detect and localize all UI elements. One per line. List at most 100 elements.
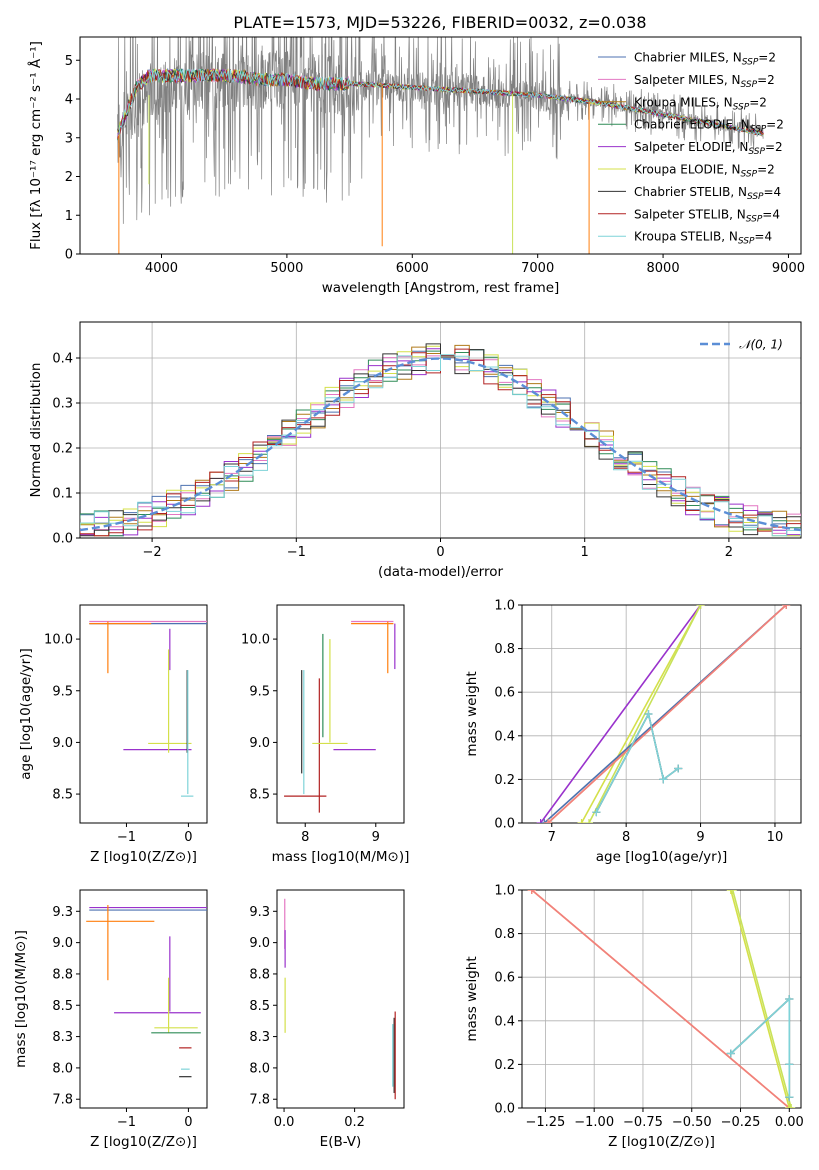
x-tick-label: 0.2: [344, 1115, 365, 1130]
residual-plot-area: [80, 343, 801, 537]
legend-label: Kroupa MILES, NSSP=2: [634, 95, 767, 112]
y-tick-label: 3: [65, 131, 73, 146]
y-tick-label: 9.5: [249, 684, 270, 699]
y-tick-label: 0.2: [494, 773, 515, 788]
weight-marker: [785, 995, 794, 1003]
x-tick-label: −0.25: [721, 1115, 761, 1130]
weight-line: [539, 605, 702, 823]
x-axis-label: (data-model)/error: [378, 564, 504, 580]
spectrum-model-line: [117, 68, 764, 137]
weight-marker: [584, 819, 593, 823]
y-tick-label: 0.4: [494, 729, 515, 744]
y-axis-label: Flux [fλ 10⁻¹⁷ erg cm⁻² s⁻¹ Å⁻¹]: [27, 41, 44, 250]
legend-label: Chabrier STELIB, NSSP=4: [634, 185, 781, 202]
residuals-panel: −2 −1 0 1 2 0.0 0.1 0.2 0.3 0.4 (data-model)/error…: [28, 321, 802, 580]
y-tick-label: 9.0: [249, 736, 270, 751]
mass-vs-metallicity-panel: −1 0 7.8 8.0 8.3 8.5 8.8 9.0 9.3 Z [log10(Z/Z⊙)] m…: [13, 889, 208, 1150]
x-tick-label: 7000: [521, 261, 554, 276]
y-axis-label: Normed distribution: [28, 363, 44, 498]
y-tick-label: 7.8: [52, 1093, 73, 1108]
weight-marker: [544, 819, 553, 823]
spectrum-data-line: [117, 37, 764, 224]
y-tick-label: 0.6: [494, 971, 515, 986]
y-tick-label: 0.4: [52, 352, 73, 367]
x-tick-label: −2: [143, 545, 162, 560]
x-tick-label: 1: [581, 545, 589, 560]
y-tick-label: 8.8: [249, 967, 270, 982]
weight-marker: [785, 1060, 794, 1069]
weight-line: [547, 605, 787, 823]
x-tick-label: −0.75: [623, 1115, 663, 1130]
weight-marker: [659, 775, 668, 784]
x-axis-label: Z [log10(Z/Z⊙)]: [608, 1134, 715, 1150]
weight-marker: [726, 890, 735, 894]
x-tick-label: 8: [301, 830, 309, 845]
errorbar-plot-area: [86, 905, 207, 1078]
legend-label: Chabrier ELODIE, NSSP=2: [634, 118, 784, 135]
axes-frame: [79, 889, 208, 1109]
x-tick-label: −1.00: [574, 1115, 614, 1130]
x-axis-label: age [log10(age/yr)]: [596, 849, 728, 865]
y-tick-label: 10.0: [44, 633, 73, 648]
x-tick-label: 2: [725, 545, 733, 560]
normal-reference-curve: [80, 357, 801, 532]
weight-marker: [592, 808, 601, 817]
x-tick-label: 4000: [145, 261, 178, 276]
x-tick-label: −1: [287, 545, 306, 560]
y-tick-label: 1.0: [494, 884, 515, 899]
x-tick-label: −1: [117, 1115, 136, 1130]
weight-marker: [787, 1104, 796, 1108]
age-vs-metallicity-panel: −1 0 8.5 9.0 9.5 10.0 Z [log10(Z/Z⊙)] age [log1…: [18, 604, 208, 865]
weight-marker: [728, 890, 737, 894]
y-tick-label: 0.1: [52, 487, 73, 502]
weight-marker: [782, 605, 791, 609]
x-axis-label: E(B-V): [320, 1134, 362, 1150]
x-tick-label: 9000: [772, 261, 805, 276]
legend-label: Kroupa STELIB, NSSP=4: [634, 230, 772, 247]
legend-label: Salpeter STELIB, NSSP=4: [634, 207, 780, 224]
y-tick-label: 1.0: [494, 599, 515, 614]
x-axis-label: mass [log10(M/M⊙)]: [272, 849, 410, 865]
y-axis-label: mass weight: [464, 956, 480, 1041]
weight-marker: [644, 710, 653, 718]
y-tick-label: 8.3: [249, 1030, 270, 1045]
y-tick-label: 5: [65, 54, 73, 69]
x-tick-label: 0.00: [775, 1115, 804, 1130]
legend-label: Chabrier MILES, NSSP=2: [634, 51, 776, 68]
y-axis-label: mass [log10(M/M⊙)]: [13, 930, 29, 1068]
mass-vs-extinction-panel: 0.0 0.2 7.8 8.0 8.3 8.5 8.8 9.0 9.3 E(B-V): [249, 889, 405, 1150]
y-tick-label: 10.0: [241, 633, 270, 648]
weight-marker: [540, 819, 549, 823]
axes-frame: [276, 889, 405, 1109]
y-tick-label: 8.0: [249, 1061, 270, 1076]
errorbar-plot-area: [284, 898, 396, 1100]
weight-vs-metallicity-panel: −1.25 −1.00 −0.75 −0.50 −0.25 0.00 0.0 0.2 0.4 0.…: [464, 884, 804, 1151]
y-tick-label: 0.3: [52, 397, 73, 412]
y-tick-label: 0.6: [494, 686, 515, 701]
y-tick-label: 9.3: [52, 905, 73, 920]
weight-marker: [785, 1093, 794, 1102]
weight-line: [730, 997, 791, 1098]
y-tick-label: 8.3: [52, 1030, 73, 1045]
weight-line: [730, 890, 791, 1108]
errorbar-plot-area: [89, 620, 207, 797]
x-tick-label: 0: [184, 1115, 192, 1130]
y-tick-label: 9.3: [249, 905, 270, 920]
x-tick-label: 10: [767, 830, 784, 845]
weight-marker: [785, 1104, 794, 1108]
x-tick-label: −1.25: [525, 1115, 565, 1130]
axes-frame: [276, 604, 405, 824]
y-tick-label: 8.5: [52, 999, 73, 1014]
y-tick-label: 9.0: [52, 736, 73, 751]
x-tick-label: 8000: [647, 261, 680, 276]
y-tick-label: 0.8: [494, 642, 515, 657]
weight-line: [595, 711, 679, 813]
y-tick-label: 7.8: [249, 1093, 270, 1108]
x-tick-label: 7: [548, 830, 556, 845]
weight-line: [531, 890, 790, 1108]
y-tick-label: 9.0: [249, 936, 270, 951]
legend-label: Salpeter ELODIE, NSSP=2: [634, 140, 783, 157]
y-tick-label: 0.8: [494, 927, 515, 942]
figure-title: PLATE=1573, MJD=53226, FIBERID=0032, z=0…: [233, 13, 646, 32]
